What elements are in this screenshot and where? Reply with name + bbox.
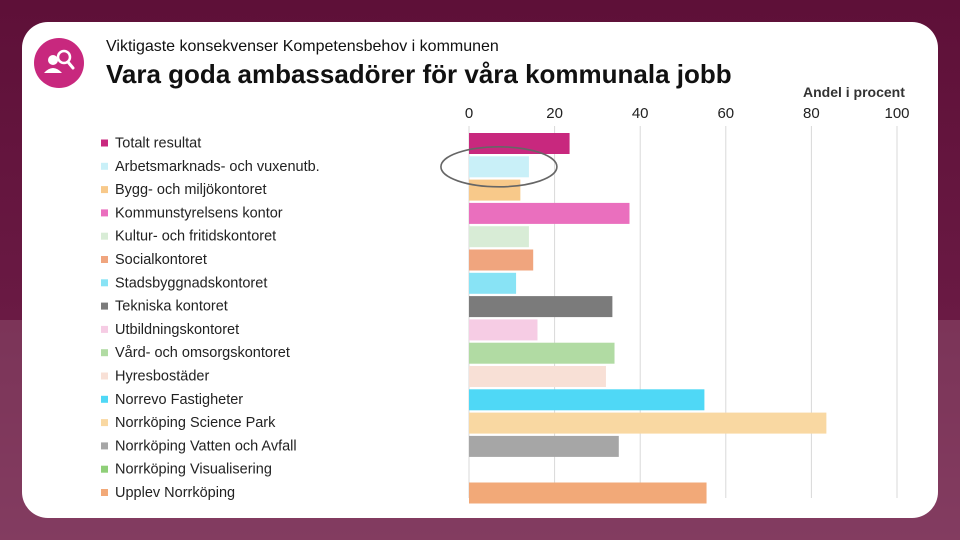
legend-label: Bygg- och miljökontoret [115,182,267,198]
legend-swatch [101,325,108,333]
legend-label: Tekniska kontoret [115,299,228,315]
legend-label: Norrevo Fastigheter [115,392,243,408]
legend-swatch [101,162,108,170]
legend-label: Totalt resultat [115,136,201,152]
logo-badge [34,38,84,88]
legend-swatch [101,279,108,287]
x-tick-label: 40 [632,105,649,122]
bar [469,342,615,364]
unit-label: Andel i procent [803,84,905,100]
bar [469,202,630,224]
legend-label: Socialkontoret [115,252,207,268]
legend-swatch [101,465,108,473]
legend-label: Kommunstyrelsens kontor [115,205,283,221]
people-search-icon [44,49,75,73]
slide-subtitle: Viktigaste konsekvenser Kompetensbehov i… [106,38,499,55]
legend-swatch [101,349,108,357]
x-tick-label: 80 [803,105,820,122]
bar [469,272,517,294]
bar [469,412,827,434]
x-tick-label: 60 [717,105,734,122]
legend: Totalt resultat Arbetsmarknads- och vuxen… [101,136,320,501]
x-tick-label: 0 [465,105,473,122]
legend-swatch [101,489,108,496]
legend-swatch [101,395,108,403]
legend-swatch [101,302,108,310]
legend-swatch [101,209,108,217]
legend-label: Upplev Norrköping [115,485,235,501]
legend-swatch [101,442,108,450]
legend-swatch [101,232,108,240]
bars [469,133,827,504]
bar [469,249,534,271]
bar [469,296,613,318]
legend-swatch [101,372,108,380]
bar [469,482,707,504]
x-tick-labels: 0 20 40 60 80 100 [465,105,910,122]
x-tick-label: 100 [884,105,909,122]
legend-swatch [101,419,108,427]
bar [469,435,619,457]
bar [469,389,705,411]
legend-label: Norrköping Science Park [115,415,276,431]
legend-label: Vård- och omsorgskontoret [115,345,290,361]
legend-label: Arbetsmarknads- och vuxenutb. [115,159,320,175]
bar [469,179,521,201]
legend-label: Hyresbostäder [115,369,209,385]
legend-label: Kultur- och fritidskontoret [115,229,276,245]
bar [469,226,529,248]
legend-label: Stadsbyggnadskontoret [115,275,267,291]
legend-label: Utbildningskontoret [115,322,239,338]
slide-title: Vara goda ambassadörer för våra kommunal… [106,59,732,89]
x-tick-label: 20 [546,105,563,122]
bar [469,366,606,387]
highlight-ellipse [440,146,558,188]
bar [469,156,529,178]
bar [469,319,538,341]
legend-swatch [101,256,108,263]
legend-label: Norrköping Vatten och Avfall [115,438,297,454]
legend-swatch [101,186,108,194]
bar [469,133,570,154]
legend-label: Norrköping Visualisering [115,462,272,478]
legend-swatch [101,139,108,147]
